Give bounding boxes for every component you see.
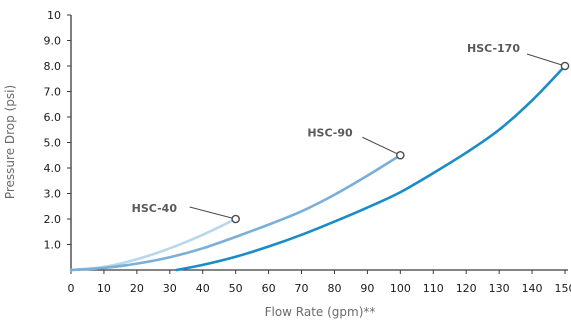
series-line-hsc-90 — [69, 153, 402, 272]
series-label-hsc-170: HSC-170 — [467, 42, 520, 55]
y-tick-label: 3.0 — [44, 188, 62, 201]
x-axis-title: Flow Rate (gpm)** — [265, 305, 376, 319]
x-tick-label: 50 — [229, 282, 243, 295]
x-tick-label: 20 — [130, 282, 144, 295]
series-label-hsc-90: HSC-90 — [307, 126, 353, 139]
x-tick-label: 80 — [327, 282, 341, 295]
x-tick-label: 150 — [555, 282, 571, 295]
x-tick-label: 0 — [68, 282, 75, 295]
callout-leader-hsc-170 — [526, 53, 566, 67]
endpoint-marker-hsc-90 — [396, 150, 405, 160]
x-tick-label: 10 — [97, 282, 111, 295]
y-tick-label: 2.0 — [44, 213, 62, 226]
x-tick-label: 60 — [262, 282, 276, 295]
y-tick-label: 1.0 — [44, 239, 62, 252]
x-tick-label: 110 — [423, 282, 444, 295]
series-label-hsc-40: HSC-40 — [132, 202, 178, 215]
x-tick-label: 140 — [522, 282, 543, 295]
y-tick-label: 4.0 — [44, 162, 62, 175]
endpoint-marker-hsc-170 — [560, 61, 570, 71]
x-tick-label: 40 — [196, 282, 210, 295]
x-tick-label: 100 — [390, 282, 411, 295]
x-tick-label: 130 — [489, 282, 510, 295]
series-lines — [69, 64, 567, 272]
y-tick-label: 7.0 — [44, 86, 62, 99]
y-tick-label: 6.0 — [44, 111, 62, 124]
x-tick-label: 70 — [295, 282, 309, 295]
y-tick-label: 9.0 — [44, 35, 62, 48]
y-tick-labels: 1.0 2.0 3.0 4.0 5.0 6.0 7.0 8.0 9.0 10 — [44, 9, 62, 252]
endpoint-marker-hsc-40 — [231, 214, 240, 224]
x-tick-labels: 0 10 20 30 40 50 60 70 80 90 100 110 120 130 140 150 — [68, 282, 571, 295]
y-axis-title: Pressure Drop (psi) — [3, 85, 17, 199]
y-tick-label: 5.0 — [44, 137, 62, 150]
callout-leader-hsc-40 — [189, 206, 236, 220]
y-tick-label: 10 — [47, 9, 61, 22]
x-tick-label: 90 — [360, 282, 374, 295]
x-tick-label: 120 — [456, 282, 477, 295]
x-tick-label: 30 — [163, 282, 177, 295]
series-line-hsc-170 — [175, 64, 567, 272]
y-tick-label: 8.0 — [44, 60, 62, 73]
series-callouts: HSC-40 HSC-90 HSC-170 — [132, 42, 570, 224]
callout-leader-hsc-90 — [362, 136, 401, 156]
axes — [67, 14, 568, 274]
